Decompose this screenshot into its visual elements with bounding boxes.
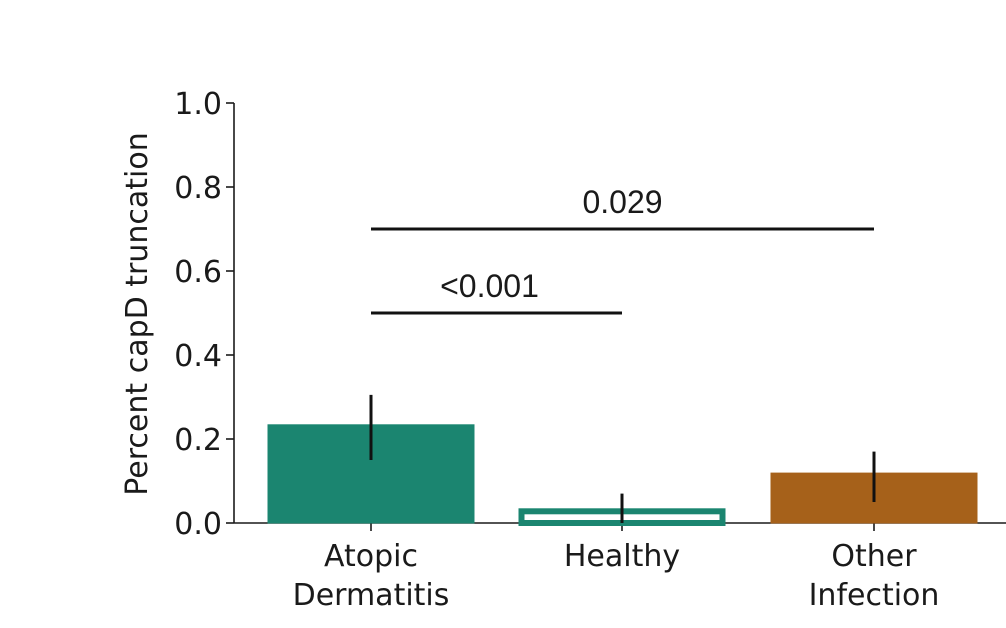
y-tick-label: 0.2 [174, 423, 222, 458]
x-tick-label: Other Infection [809, 539, 940, 613]
significance-brackets: <0.001 0.029 [371, 184, 874, 315]
error-bars [369, 394, 876, 523]
y-axis: 0.0 0.2 0.4 0.6 0.8 1.0 [174, 87, 235, 542]
y-tick-label: 1.0 [174, 87, 222, 122]
x-tick-label: Healthy [564, 539, 680, 574]
y-tick-label: 0.6 [174, 255, 222, 290]
y-tick-label: 0.4 [174, 339, 222, 374]
y-tick-label: 0.8 [174, 171, 222, 206]
p-value-label: <0.001 [440, 268, 539, 304]
y-tick-label: 0.0 [174, 507, 222, 542]
y-axis-label: Percent capD truncation [120, 132, 155, 495]
p-value-label: 0.029 [582, 184, 662, 220]
x-tick-label: Atopic Dermatitis [293, 539, 450, 613]
x-axis: Atopic Dermatitis Healthy Other Infection [234, 522, 1006, 613]
